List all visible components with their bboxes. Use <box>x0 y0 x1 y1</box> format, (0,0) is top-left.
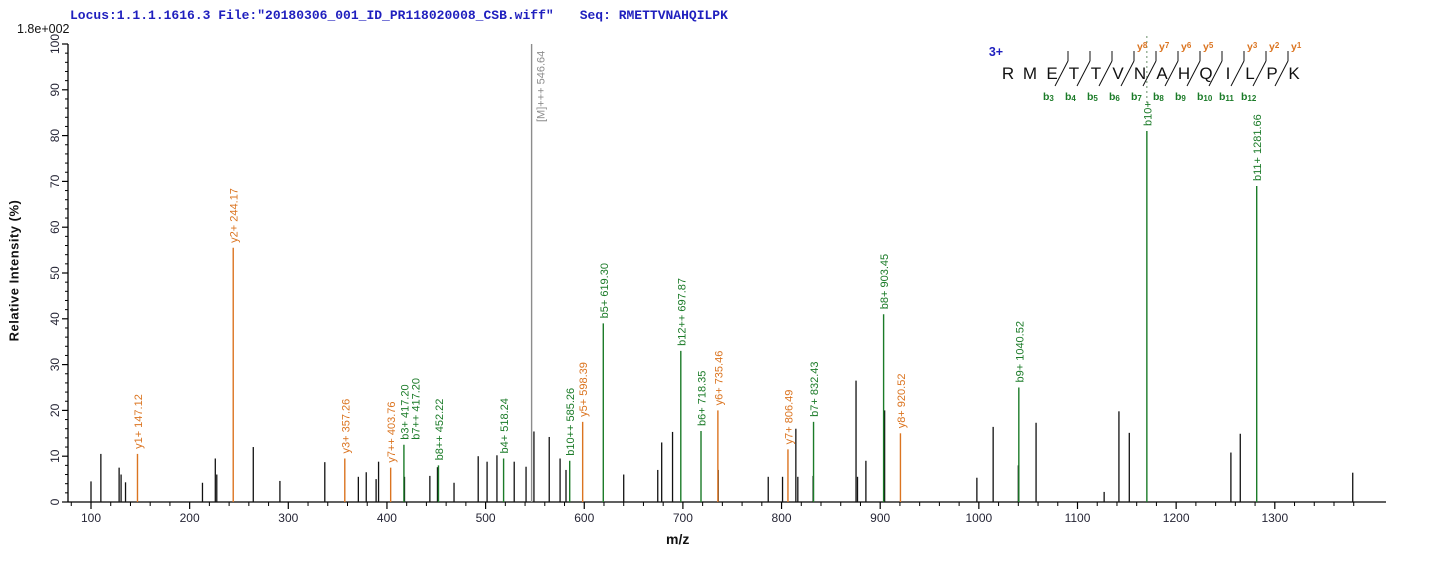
y-ion-marker-label: y2 <box>1269 41 1280 53</box>
b-ion-marker-label: b12 <box>1241 91 1257 103</box>
y-tick-label: 0 <box>48 498 62 505</box>
peak-label: y8+ 920.52 <box>896 374 908 429</box>
peak-label: b5+ 619.30 <box>599 263 611 318</box>
y-ion-marker-label: y3 <box>1247 41 1258 53</box>
sequence-residue: T <box>1069 64 1079 83</box>
fragment-boundary-slash <box>1054 60 1069 87</box>
peak-label: b10+ <box>1142 101 1154 126</box>
x-tick-label: 100 <box>81 511 101 525</box>
y-tick-label: 100 <box>48 34 62 54</box>
x-tick-label: 600 <box>574 511 594 525</box>
fragment-boundary-slash <box>1208 60 1223 87</box>
peak-label: y3+ 357.26 <box>340 399 352 454</box>
fragment-boundary-slash <box>1252 60 1267 87</box>
b-ion-marker-label: b8 <box>1153 91 1164 103</box>
x-tick-label: 300 <box>278 511 298 525</box>
y-tick-label: 30 <box>48 358 62 372</box>
peak-label: b8+ 903.45 <box>879 254 891 309</box>
fragment-boundary-slash <box>1076 60 1091 87</box>
peak-label: b12++ 697.87 <box>676 278 688 346</box>
x-tick-label: 1200 <box>1163 511 1190 525</box>
fragment-boundary-slash <box>1142 60 1157 87</box>
x-tick-label: 700 <box>673 511 693 525</box>
fragment-boundary-slash <box>1230 60 1245 87</box>
peak-label: y7+ 806.49 <box>783 390 795 445</box>
peak-label: b9+ 1040.52 <box>1014 321 1026 382</box>
sequence-residue: I <box>1226 64 1231 83</box>
fragment-boundary-slash <box>1274 60 1289 87</box>
y-tick-label: 50 <box>48 266 62 280</box>
fragment-boundary-slash <box>1098 60 1113 87</box>
y-tick-label: 60 <box>48 220 62 234</box>
x-tick-label: 800 <box>772 511 792 525</box>
sequence-residue: H <box>1178 64 1190 83</box>
peak-label-secondary: b7++ 417.20 <box>410 378 422 440</box>
peak-label: b4+ 518.24 <box>499 398 511 453</box>
y-ion-marker-label: y1 <box>1291 41 1302 53</box>
b-ion-marker-label: b6 <box>1109 91 1120 103</box>
y-ion-marker-label: y7 <box>1159 41 1170 53</box>
y-tick-label: 10 <box>48 449 62 463</box>
y-tick-label: 90 <box>48 83 62 97</box>
sequence-residue: K <box>1288 64 1300 83</box>
y-ion-marker-label: y6 <box>1181 41 1192 53</box>
b-ion-marker-label: b9 <box>1175 91 1186 103</box>
peak-label: y1+ 147.12 <box>133 394 145 449</box>
peak-label: b8++ 452.22 <box>434 399 446 461</box>
fragment-boundary-slash <box>1186 60 1201 87</box>
x-tick-label: 1300 <box>1261 511 1288 525</box>
sequence-residue: M <box>1023 64 1037 83</box>
b-ion-marker-label: b11 <box>1219 91 1234 103</box>
b-ion-marker-label: b7 <box>1131 91 1142 103</box>
peak-label: y7++ 403.76 <box>386 401 398 462</box>
y-axis-title: Relative Intensity (%) <box>6 199 22 342</box>
b-ion-marker-label: b5 <box>1087 91 1098 103</box>
peak-label: b10++ 585.26 <box>565 388 577 456</box>
y-tick-label: 70 <box>48 174 62 188</box>
x-tick-label: 1100 <box>1065 511 1091 525</box>
sequence-residue: L <box>1245 64 1254 83</box>
header-seq: Seq: RMETTVNAHQILPK <box>579 8 728 23</box>
sequence-residue: T <box>1091 64 1101 83</box>
peak-label: b3+ 417.20 <box>399 384 411 439</box>
peak-label: y5+ 598.39 <box>578 362 590 417</box>
sequence-residue: E <box>1046 64 1057 83</box>
header-line: Locus:1.1.1.1616.3 File:"20180306_001_ID… <box>70 8 728 23</box>
x-tick-label: 200 <box>180 511 200 525</box>
x-tick-label: 500 <box>476 511 496 525</box>
peak-label: [M]+++ 546.64 <box>536 51 548 122</box>
x-tick-label: 400 <box>377 511 397 525</box>
fragment-boundary-slash <box>1120 60 1135 87</box>
peak-label: y6+ 735.46 <box>713 351 725 406</box>
y-tick-label: 40 <box>48 312 62 326</box>
precursor-charge-label: 3+ <box>989 45 1003 59</box>
y-tick-label: 20 <box>48 403 62 417</box>
y-ion-marker-label: y5 <box>1203 41 1214 53</box>
y-tick-label: 80 <box>48 129 62 143</box>
b-ion-marker-label: b4 <box>1065 91 1076 103</box>
header-locus-file: Locus:1.1.1.1616.3 File:"20180306_001_ID… <box>70 8 554 23</box>
peak-label: b6+ 718.35 <box>697 371 709 426</box>
b-ion-marker-label: b3 <box>1043 91 1054 103</box>
sequence-residue: P <box>1266 64 1277 83</box>
sequence-residue: N <box>1134 64 1146 83</box>
x-tick-label: 900 <box>870 511 890 525</box>
b-ion-marker-label: b10 <box>1197 91 1213 103</box>
fragment-boundary-slash <box>1164 60 1179 87</box>
x-axis-title: m/z <box>666 531 690 547</box>
sequence-residue: Q <box>1199 64 1212 83</box>
sequence-residue: V <box>1112 64 1124 83</box>
peak-label: b11+ 1281.66 <box>1252 114 1264 181</box>
peak-label: b7+ 832.43 <box>809 361 821 416</box>
peak-label: y2+ 244.17 <box>229 188 241 243</box>
sequence-residue: R <box>1002 64 1014 83</box>
sequence-residue: A <box>1156 64 1168 83</box>
intensity-scale-note: 1.8e+002 <box>17 22 70 36</box>
y-ion-marker-label: y8 <box>1137 41 1148 53</box>
x-tick-label: 1000 <box>965 511 992 525</box>
